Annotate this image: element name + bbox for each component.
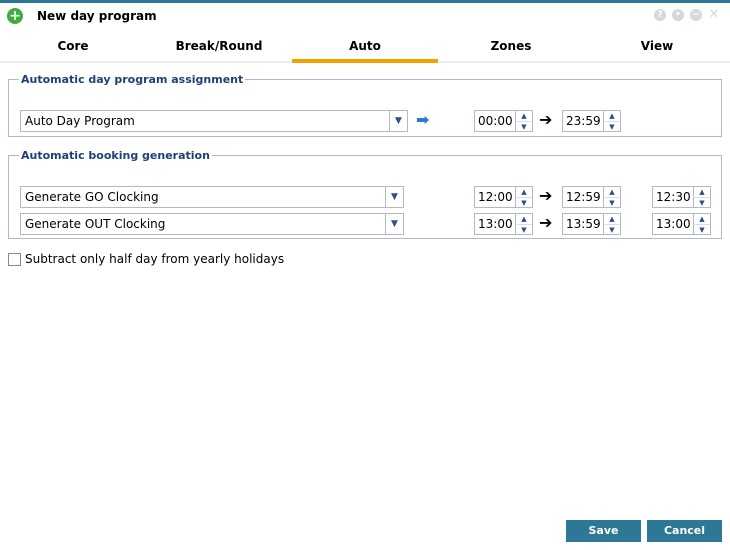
spin-up-icon[interactable]: ▲	[515, 187, 532, 197]
add-icon: +	[7, 8, 23, 24]
spin-down-icon[interactable]: ▼	[603, 197, 620, 207]
day-program-select[interactable]: Auto Day Program ▼	[20, 110, 408, 132]
spin-down-icon[interactable]: ▼	[515, 224, 532, 234]
help-icon[interactable]: ?	[654, 9, 666, 21]
cancel-button[interactable]: Cancel	[647, 520, 722, 542]
tab-core[interactable]: Core	[57, 39, 89, 53]
minimize-icon[interactable]: −	[690, 9, 702, 21]
top-bar	[0, 0, 730, 3]
tab-view[interactable]: View	[640, 39, 674, 53]
group-legend: Automatic day program assignment	[21, 73, 244, 86]
save-button[interactable]: Save	[566, 520, 641, 542]
arrow-right-icon: ➡	[416, 110, 430, 129]
spin-down-icon[interactable]: ▼	[693, 197, 710, 207]
auto-assignment-group: Automatic day program assignment Auto Da…	[8, 73, 722, 137]
spin-down-icon[interactable]: ▼	[603, 224, 620, 234]
from-time-spinner[interactable]: 13:00 ▲ ▼	[474, 213, 533, 235]
spin-down-icon[interactable]: ▼	[693, 224, 710, 234]
tab-bar: Core Break/Round Auto Zones View	[0, 30, 730, 63]
chevron-down-icon[interactable]: ▼	[385, 214, 403, 234]
spin-down-icon[interactable]: ▼	[603, 121, 620, 131]
from-time-spinner[interactable]: 00:00 ▲ ▼	[474, 110, 533, 132]
booking-type-select[interactable]: Generate GO Clocking ▼	[20, 186, 404, 208]
to-time-spinner[interactable]: 13:59 ▲ ▼	[562, 213, 621, 235]
booking-time-spinner[interactable]: 13:00 ▲ ▼	[652, 213, 711, 235]
spin-up-icon[interactable]: ▲	[515, 214, 532, 224]
half-day-label[interactable]: Subtract only half day from yearly holid…	[25, 252, 285, 266]
to-time-spinner[interactable]: 12:59 ▲ ▼	[562, 186, 621, 208]
chevron-down-icon[interactable]: ▼	[385, 187, 403, 207]
chevron-down-icon[interactable]: ▼	[389, 111, 407, 131]
arrow-icon: ➔	[539, 110, 553, 129]
spin-down-icon[interactable]: ▼	[515, 197, 532, 207]
spin-up-icon[interactable]: ▲	[603, 187, 620, 197]
arrow-icon: ➔	[539, 213, 553, 232]
booking-type-select[interactable]: Generate OUT Clocking ▼	[20, 213, 404, 235]
window-title: New day program	[37, 9, 157, 23]
tab-auto[interactable]: Auto	[292, 30, 438, 63]
spin-up-icon[interactable]: ▲	[693, 214, 710, 224]
pin-icon[interactable]: •	[672, 9, 684, 21]
to-time-spinner[interactable]: 23:59 ▲ ▼	[562, 110, 621, 132]
spin-up-icon[interactable]: ▲	[515, 111, 532, 121]
booking-generation-group: Automatic booking generation Generate GO…	[8, 149, 722, 239]
half-day-checkbox[interactable]	[8, 253, 21, 266]
tab-zones[interactable]: Zones	[490, 39, 532, 53]
booking-time-spinner[interactable]: 12:30 ▲ ▼	[652, 186, 711, 208]
tab-break-round[interactable]: Break/Round	[175, 39, 263, 53]
spin-up-icon[interactable]: ▲	[603, 111, 620, 121]
spin-up-icon[interactable]: ▲	[693, 187, 710, 197]
from-time-spinner[interactable]: 12:00 ▲ ▼	[474, 186, 533, 208]
close-icon[interactable]: ✕	[708, 7, 720, 22]
group-legend: Automatic booking generation	[21, 149, 210, 162]
arrow-icon: ➔	[539, 186, 553, 205]
spin-down-icon[interactable]: ▼	[515, 121, 532, 131]
title-bar: + New day program ? • − ✕	[0, 3, 730, 30]
spin-up-icon[interactable]: ▲	[603, 214, 620, 224]
